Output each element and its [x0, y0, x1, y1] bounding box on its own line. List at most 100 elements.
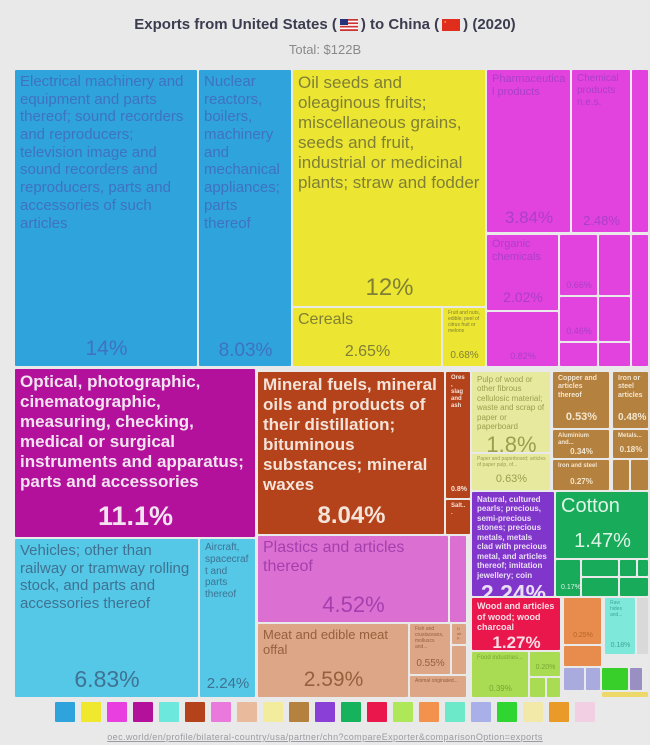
treemap-cell-iron-steel-articles[interactable]: Iron or steel articles 0.48%: [613, 372, 648, 428]
treemap-cell-cereals[interactable]: Cereals 2.65%: [293, 308, 441, 366]
treemap-cell-pink-small-3[interactable]: [599, 297, 630, 341]
treemap-cell-aluminium[interactable]: Aluminium and... 0.34%: [553, 430, 609, 458]
legend-swatch-18[interactable]: [523, 702, 543, 722]
treemap-cell-green-small-2[interactable]: [582, 578, 618, 596]
cell-percent: 0.53%: [565, 411, 598, 424]
legend-swatch-10[interactable]: [315, 702, 335, 722]
legend-swatch-17[interactable]: [497, 702, 517, 722]
legend-swatch-9[interactable]: [289, 702, 309, 722]
treemap-cell-electrical-machinery[interactable]: Electrical machinery and equipment and p…: [15, 70, 197, 366]
treemap-cell-gray-cell[interactable]: [637, 598, 648, 654]
treemap-cell-pink-small-2[interactable]: [599, 235, 630, 295]
treemap-cell-lightgreen-small-2[interactable]: [547, 678, 560, 697]
treemap-cell-organic-chemicals[interactable]: Organic chemicals 2.02%: [487, 235, 558, 310]
treemap-cell-pink-edge-bottom[interactable]: [632, 235, 648, 366]
legend-swatch-19[interactable]: [549, 702, 569, 722]
source-link[interactable]: oec.world/en/profile/bilateral-country/u…: [107, 732, 543, 742]
legend-swatch-1[interactable]: [81, 702, 101, 722]
treemap-cell-brightgreen-cell[interactable]: [602, 668, 628, 690]
treemap-cell-pearls-precious[interactable]: Natural, cultured pearls; precious, semi…: [472, 492, 554, 596]
treemap-cell-lavender-1[interactable]: [564, 668, 584, 690]
treemap-cell-paper-and-paperboard[interactable]: Paper and paperboard; articles of paper …: [472, 454, 550, 490]
treemap-cell-pink-small-1[interactable]: [560, 343, 597, 366]
treemap-cell-food-industries[interactable]: Food industries... 0.39%: [472, 652, 528, 697]
treemap-cell-pink-046[interactable]: 0.46%: [560, 297, 597, 341]
treemap-cell-copper-articles[interactable]: Copper and articles thereof 0.53%: [553, 372, 609, 428]
treemap-cell-plastics-strip[interactable]: [450, 536, 466, 622]
treemap-cell-peach-small[interactable]: [452, 646, 466, 674]
legend-swatch-11[interactable]: [341, 702, 361, 722]
legend-swatch-6[interactable]: [211, 702, 231, 722]
cell-label: Salt...: [451, 503, 466, 517]
cell-percent: 1.8%: [486, 431, 537, 452]
legend-swatch-5[interactable]: [185, 702, 205, 722]
cell-percent: 1.27%: [492, 632, 541, 650]
cell-percent: 0.27%: [570, 476, 593, 486]
treemap-cell-animal-originated[interactable]: Animal originated...: [410, 676, 466, 697]
legend-swatch-13[interactable]: [393, 702, 413, 722]
cell-label: Paper and paperboard; articles of paper …: [477, 456, 546, 468]
treemap-cell-raw-hides[interactable]: Raw hides and... 0.18%: [605, 598, 635, 654]
treemap-cell-plastics[interactable]: Plastics and articles thereof 4.52%: [258, 536, 448, 622]
treemap-cell-green-small-5[interactable]: [620, 578, 648, 596]
cell-percent: 0.68%: [450, 350, 479, 362]
treemap-cell-pulp-of-wood[interactable]: Pulp of wood or other fibrous cellulosic…: [472, 372, 550, 452]
treemap-cell-iron-and-steel[interactable]: Iron and steel 0.27%: [553, 460, 609, 490]
treemap-cell-wood-articles[interactable]: Wood and articles of wood; wood charcoal…: [472, 598, 560, 650]
legend-swatch-2[interactable]: [107, 702, 127, 722]
legend-swatch-4[interactable]: [159, 702, 179, 722]
treemap-cell-graypurple-cell[interactable]: [630, 668, 642, 690]
treemap-cell-green-small-4[interactable]: [638, 560, 648, 576]
cell-percent: 0.18%: [610, 641, 631, 649]
treemap-cell-salt[interactable]: Salt...: [446, 500, 470, 534]
treemap-cell-oil-seeds[interactable]: Oil seeds and oleaginous fruits; miscell…: [293, 70, 485, 306]
treemap-cell-pink-edge-top[interactable]: [632, 70, 648, 232]
legend-swatch-20[interactable]: [575, 702, 595, 722]
cell-label: Chemical products n.e.s.: [577, 73, 619, 108]
cell-percent: 11.1%: [97, 501, 174, 532]
legend-swatch-7[interactable]: [237, 702, 257, 722]
treemap-cell-dairy[interactable]: Dairy...: [452, 624, 466, 644]
legend-swatch-3[interactable]: [133, 702, 153, 722]
treemap-cell-green-small-3[interactable]: [620, 560, 636, 576]
treemap-cell-orange-025[interactable]: 0.25%: [564, 598, 601, 644]
legend-swatch-15[interactable]: [445, 702, 465, 722]
legend-swatch-12[interactable]: [367, 702, 387, 722]
treemap-cell-pink-small-4[interactable]: [599, 343, 630, 366]
treemap-cell-ores-slag-ash[interactable]: Ores, slag and ash 0.8%: [446, 372, 470, 498]
treemap-cell-fish-crustaceans[interactable]: Fish and crustaceans, molluscs and... 0.5…: [410, 624, 450, 674]
us-flag-icon: [339, 18, 358, 31]
treemap-cell-metals-nes[interactable]: Metals... 0.18%: [613, 430, 648, 458]
legend-swatch-0[interactable]: [55, 702, 75, 722]
treemap-cell-tan-small-2[interactable]: [631, 460, 648, 490]
legend-swatch-14[interactable]: [419, 702, 439, 722]
treemap-cell-pharmaceutical-products[interactable]: Pharmaceutical products 3.84%: [487, 70, 570, 232]
cell-percent: 0.18%: [619, 444, 643, 454]
legend-swatch-16[interactable]: [471, 702, 491, 722]
legend-swatch-8[interactable]: [263, 702, 283, 722]
treemap-cell-pink-082[interactable]: 0.82%: [487, 312, 558, 366]
cell-percent: 8.03%: [218, 339, 273, 361]
treemap-cell-pink-066[interactable]: 0.66%: [560, 235, 597, 295]
treemap-cell-lavender-2[interactable]: [586, 668, 600, 690]
cell-percent: 12%: [365, 273, 414, 301]
treemap-cell-cotton-017[interactable]: 0.17%: [556, 560, 580, 596]
treemap-cell-optical-instruments[interactable]: Optical, photographic, cinematographic, …: [15, 369, 255, 537]
treemap-cell-vehicles[interactable]: Vehicles; other than railway or tramway …: [15, 539, 198, 697]
treemap-cell-orange-small[interactable]: [564, 646, 601, 666]
treemap-cell-chemical-products-nes[interactable]: Chemical products n.e.s. 2.48%: [572, 70, 630, 232]
treemap-cell-lightgreen-020[interactable]: 0.20%: [530, 652, 560, 676]
treemap-cell-meat[interactable]: Meat and edible meat offal 2.59%: [258, 624, 408, 697]
treemap-cell-nuclear-reactors[interactable]: Nuclear reactors, boilers, machinery and…: [199, 70, 291, 366]
cell-percent: 0.63%: [495, 473, 528, 486]
treemap-cell-aircraft-spacecraft[interactable]: Aircraft, spacecraft and parts thereof 2.…: [200, 539, 255, 697]
cell-label: Metals...: [618, 433, 642, 439]
treemap-cell-tan-small-1[interactable]: [613, 460, 629, 490]
cell-percent: 0.17%: [561, 583, 580, 591]
treemap-cell-yellow-strip[interactable]: [602, 692, 648, 697]
treemap-cell-mineral-fuels[interactable]: Mineral fuels, mineral oils and products…: [258, 372, 444, 534]
treemap-cell-green-small-1[interactable]: [582, 560, 618, 576]
treemap-cell-lightgreen-small-1[interactable]: [530, 678, 545, 697]
treemap-cell-fruit-and-nuts[interactable]: Fruit and nuts, edible; peel of citrus f…: [443, 308, 485, 366]
treemap-cell-cotton[interactable]: Cotton 1.47%: [556, 492, 648, 558]
